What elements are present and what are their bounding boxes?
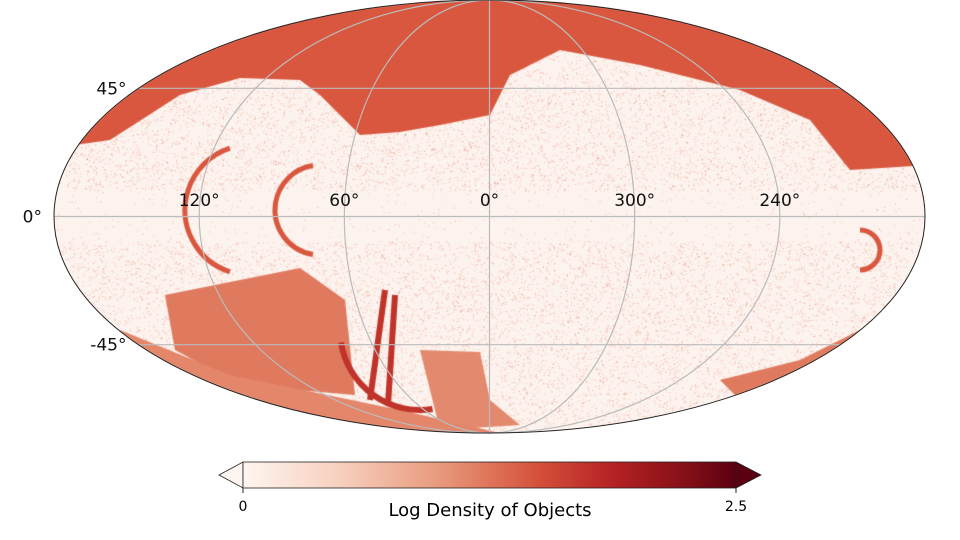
lon-tick-label: 240°: [759, 191, 800, 211]
colorbar-tick-min: 0: [239, 499, 248, 515]
lon-tick-label: 60°: [329, 191, 359, 211]
lat-tick-label: 0°: [23, 208, 42, 228]
lon-tick-label: 300°: [614, 191, 655, 211]
map-overlay: 120° 60° 0° 300° 240° 45° 0° -45° 0 2.5 Log De…: [0, 0, 960, 540]
graticule: [54, 0, 925, 433]
lon-tick-label: 120°: [179, 191, 220, 211]
colorbar-label: Log Density of Objects: [388, 500, 591, 521]
lat-tick-label: -45°: [90, 336, 126, 356]
lat-tick-label: 45°: [96, 79, 126, 99]
colorbar-extend-max: [736, 462, 761, 488]
colorbar: 0 2.5 Log Density of Objects: [219, 462, 761, 521]
lon-tick-label: 0°: [480, 191, 499, 211]
colorbar-bar: [243, 462, 736, 488]
colorbar-extend-min: [219, 462, 243, 488]
colorbar-tick-max: 2.5: [725, 499, 747, 515]
